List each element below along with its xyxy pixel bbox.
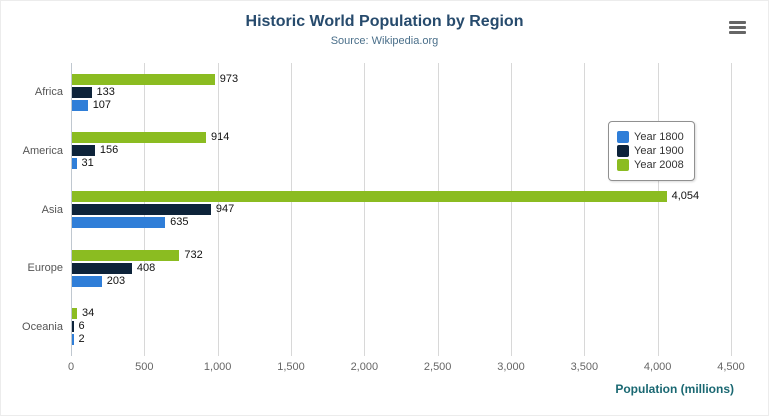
x-tick-label: 4,000 — [643, 361, 672, 373]
axis-line — [71, 63, 72, 356]
bar-value-label: 973 — [219, 72, 239, 85]
x-tick-label: 1,500 — [277, 361, 305, 373]
bar-value-label: 732 — [184, 248, 203, 261]
bar[interactable] — [72, 158, 77, 170]
legend-label: Year 2008 — [634, 159, 684, 171]
bar[interactable] — [72, 334, 74, 346]
legend-item[interactable]: Year 1900 — [617, 145, 684, 157]
category-label: Africa — [34, 86, 63, 99]
bar[interactable] — [72, 321, 74, 333]
legend-swatch — [617, 145, 629, 157]
chart-subtitle: Source: Wikipedia.org — [330, 35, 439, 47]
hamburger-bar — [729, 26, 746, 29]
x-tick-label: 0 — [67, 361, 75, 373]
x-axis-title: Population (millions) — [615, 382, 734, 396]
bar-value-label: 156 — [99, 144, 119, 157]
hamburger-bar — [729, 21, 746, 24]
x-tick-label: 2,500 — [423, 361, 452, 373]
page-title: Historic World Population by Region — [245, 13, 524, 30]
category-label: Asia — [41, 203, 63, 216]
hamburger-bar — [729, 31, 746, 34]
category-label: Europe — [27, 262, 63, 275]
category-label: Oceania — [22, 320, 63, 333]
x-tick-label: 2,000 — [350, 361, 379, 373]
bar-value-label: 635 — [170, 216, 189, 228]
gridline — [511, 63, 512, 356]
bar-value-label: 914 — [211, 131, 230, 144]
bar-value-label: 408 — [136, 261, 156, 274]
legend: Year 1800 Year 1900 Year 2008 — [608, 121, 695, 181]
hamburger-menu-icon[interactable] — [729, 21, 746, 34]
bar[interactable] — [72, 308, 77, 320]
bar[interactable] — [72, 145, 95, 157]
gridline — [731, 63, 732, 356]
gridline — [291, 63, 292, 356]
legend-item[interactable]: Year 1800 — [617, 131, 684, 143]
gridline — [657, 63, 659, 356]
bar-value-label: 2 — [78, 333, 85, 346]
legend-label: Year 1900 — [634, 145, 684, 157]
bar-value-label: 34 — [81, 307, 95, 320]
x-tick-label: 3,500 — [570, 361, 599, 373]
bar[interactable] — [72, 262, 132, 274]
x-tick-label: 500 — [135, 361, 154, 373]
bar[interactable] — [72, 73, 215, 85]
legend-swatch — [617, 159, 629, 171]
plot-area: 973 133 107 914 156 31 4,054 947 635 732 408 203 34 6… — [71, 63, 732, 356]
bar-value-label: 947 — [215, 203, 235, 215]
legend-item[interactable]: Year 2008 — [617, 159, 684, 171]
bar[interactable] — [72, 275, 102, 287]
gridline — [217, 63, 219, 356]
gridline — [437, 63, 439, 356]
bar-value-label: 31 — [81, 157, 94, 170]
gridline — [584, 63, 586, 356]
x-tick-label: 1,000 — [203, 361, 232, 373]
bar[interactable] — [72, 204, 211, 215]
bar-value-label: 203 — [106, 274, 126, 287]
bar-value-label: 6 — [78, 320, 85, 333]
bar[interactable] — [72, 249, 180, 261]
bar[interactable] — [72, 191, 667, 202]
bar-value-label: 133 — [96, 85, 115, 98]
legend-label: Year 1800 — [634, 131, 684, 143]
gridline — [364, 63, 366, 356]
bar-value-label: 4,054 — [671, 190, 700, 202]
legend-swatch — [617, 131, 629, 143]
bar[interactable] — [72, 217, 166, 228]
bar[interactable] — [72, 132, 207, 144]
bar-value-label: 107 — [92, 98, 112, 111]
bar[interactable] — [72, 86, 92, 98]
x-tick-label: 4,500 — [717, 361, 745, 373]
category-label: America — [22, 144, 63, 157]
x-tick-label: 3,000 — [497, 361, 525, 373]
bar[interactable] — [72, 99, 88, 111]
